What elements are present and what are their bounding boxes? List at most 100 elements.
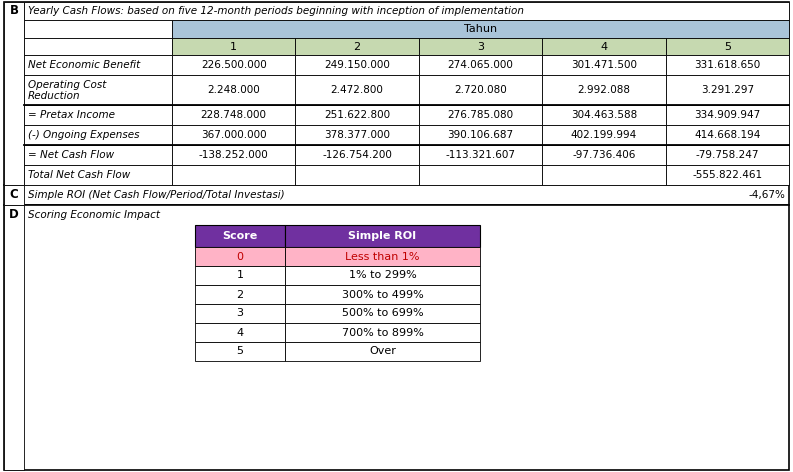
Text: 367.000.000: 367.000.000 <box>201 130 266 140</box>
Bar <box>296 145 419 165</box>
Text: 251.622.800: 251.622.800 <box>324 110 390 120</box>
Text: 300% to 499%: 300% to 499% <box>342 289 423 300</box>
Text: 3: 3 <box>236 309 243 319</box>
Text: Operating Cost: Operating Cost <box>28 81 106 91</box>
Bar <box>542 165 665 185</box>
Bar <box>285 304 480 323</box>
Text: 0: 0 <box>236 252 243 261</box>
Text: 274.065.000: 274.065.000 <box>447 60 513 70</box>
Bar <box>419 105 542 125</box>
Text: -4,67%: -4,67% <box>748 190 785 200</box>
Text: 3: 3 <box>477 42 484 51</box>
Text: 3.291.297: 3.291.297 <box>701 85 754 95</box>
Text: Less than 1%: Less than 1% <box>345 252 419 261</box>
Text: 2.720.080: 2.720.080 <box>454 85 507 95</box>
Bar <box>419 165 542 185</box>
Text: -555.822.461: -555.822.461 <box>692 170 762 180</box>
Text: Net Economic Benefit: Net Economic Benefit <box>28 60 140 70</box>
Text: Tahun: Tahun <box>464 24 497 34</box>
Text: Total Net Cash Flow: Total Net Cash Flow <box>28 170 130 180</box>
Bar <box>4 205 24 470</box>
Bar <box>195 266 285 285</box>
Bar <box>296 105 419 125</box>
Text: = Net Cash Flow: = Net Cash Flow <box>28 150 114 160</box>
Text: C: C <box>10 188 18 202</box>
Text: 331.618.650: 331.618.650 <box>694 60 760 70</box>
Text: B: B <box>10 5 18 17</box>
Text: 334.909.947: 334.909.947 <box>694 110 760 120</box>
Bar <box>4 205 789 470</box>
Bar <box>172 105 296 125</box>
Bar <box>296 55 419 75</box>
Bar <box>4 2 789 185</box>
Text: 4: 4 <box>600 42 607 51</box>
Bar <box>172 165 296 185</box>
Bar <box>665 55 789 75</box>
Text: Yearly Cash Flows: based on five 12-month periods beginning with inception of im: Yearly Cash Flows: based on five 12-mont… <box>28 6 524 16</box>
Text: Over: Over <box>369 346 396 356</box>
Bar <box>24 20 172 38</box>
Bar <box>172 20 789 38</box>
Bar <box>542 105 665 125</box>
Bar <box>665 75 789 105</box>
Text: 228.748.000: 228.748.000 <box>201 110 266 120</box>
Text: 1: 1 <box>236 270 243 280</box>
Bar <box>665 125 789 145</box>
Bar <box>285 285 480 304</box>
Bar <box>285 342 480 361</box>
Text: 249.150.000: 249.150.000 <box>324 60 390 70</box>
Bar <box>24 75 172 105</box>
Text: 5: 5 <box>236 346 243 356</box>
Text: 1: 1 <box>230 42 237 51</box>
Bar <box>195 304 285 323</box>
Bar <box>285 225 480 247</box>
Bar <box>419 38 542 55</box>
Text: 4: 4 <box>236 328 243 337</box>
Text: 301.471.500: 301.471.500 <box>571 60 637 70</box>
Bar <box>419 125 542 145</box>
Bar <box>195 342 285 361</box>
Text: 276.785.080: 276.785.080 <box>447 110 514 120</box>
Text: -79.758.247: -79.758.247 <box>695 150 759 160</box>
Bar <box>195 247 285 266</box>
Bar <box>542 55 665 75</box>
Bar <box>542 75 665 105</box>
Text: 402.199.994: 402.199.994 <box>571 130 637 140</box>
Bar <box>296 38 419 55</box>
Bar <box>24 145 172 165</box>
Bar <box>24 2 789 20</box>
Bar <box>665 165 789 185</box>
Bar <box>4 185 24 205</box>
Text: 226.500.000: 226.500.000 <box>201 60 266 70</box>
Text: Simple ROI (Net Cash Flow/Period/Total Investasi): Simple ROI (Net Cash Flow/Period/Total I… <box>28 190 285 200</box>
Text: D: D <box>10 209 19 221</box>
Bar <box>419 75 542 105</box>
Bar <box>172 75 296 105</box>
Text: 390.106.687: 390.106.687 <box>447 130 514 140</box>
Bar <box>542 125 665 145</box>
Bar <box>195 225 285 247</box>
Bar <box>419 145 542 165</box>
Text: 2: 2 <box>236 289 243 300</box>
Bar <box>542 145 665 165</box>
Text: 2.472.800: 2.472.800 <box>331 85 384 95</box>
Bar <box>172 125 296 145</box>
Bar <box>195 323 285 342</box>
Text: Reduction: Reduction <box>28 91 81 101</box>
Text: 414.668.194: 414.668.194 <box>694 130 760 140</box>
Text: Scoring Economic Impact: Scoring Economic Impact <box>28 210 160 220</box>
Text: 500% to 699%: 500% to 699% <box>342 309 423 319</box>
Bar <box>24 165 172 185</box>
Text: 2.992.088: 2.992.088 <box>577 85 630 95</box>
Text: 2: 2 <box>354 42 361 51</box>
Text: 304.463.588: 304.463.588 <box>571 110 637 120</box>
Text: 2.248.000: 2.248.000 <box>207 85 260 95</box>
Bar <box>285 266 480 285</box>
Text: -97.736.406: -97.736.406 <box>573 150 635 160</box>
Bar <box>665 38 789 55</box>
Text: -138.252.000: -138.252.000 <box>199 150 269 160</box>
Text: Simple ROI: Simple ROI <box>348 231 416 241</box>
Bar <box>24 125 172 145</box>
Bar <box>542 38 665 55</box>
Text: -126.754.200: -126.754.200 <box>322 150 392 160</box>
